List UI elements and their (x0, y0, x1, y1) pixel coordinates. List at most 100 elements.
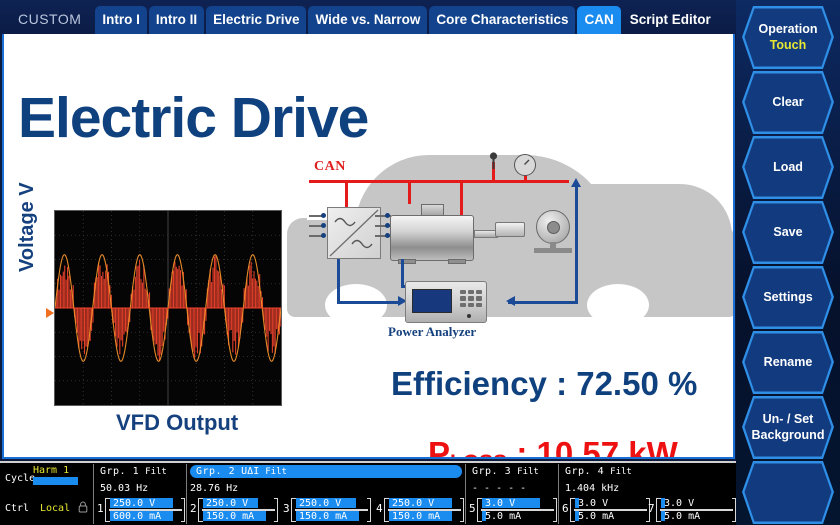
group-header-4[interactable]: Grp. 4 Filt (565, 466, 632, 477)
channel-endbracket-3 (367, 498, 371, 522)
channel-index-2: 2 (190, 502, 197, 515)
lock-icon[interactable] (78, 501, 88, 513)
sidebar-button-un-set-background[interactable]: Un- / Set Background (742, 396, 834, 459)
scope-display[interactable] (54, 210, 282, 406)
tab-intro-i[interactable]: Intro I (95, 6, 147, 34)
motor-term-line-1 (375, 215, 391, 217)
channel-6[interactable]: 6 3.0 V 5.0 mA (562, 497, 650, 523)
arrow-into-analyzer-right (506, 296, 515, 306)
tab-can[interactable]: CAN (577, 6, 621, 34)
tab-list: Intro I Intro II Electric Drive Wide vs. Na… (95, 6, 719, 34)
inverter-term-line-3 (309, 235, 325, 237)
channel-7[interactable]: 7 3.0 V 5.0 mA (648, 497, 736, 523)
power-analyzer-label: Power Analyzer (388, 324, 477, 339)
sidebar-button-label: Clear (772, 94, 804, 109)
tab-core-characteristics[interactable]: Core Characteristics (429, 6, 576, 34)
sidebar-button-empty-7[interactable] (742, 461, 834, 524)
channel-4[interactable]: 4 250.0 V 150.0 mA (376, 497, 464, 523)
scope-widget: Voltage V VFD Output (16, 182, 286, 435)
signal-wire-motor-down (401, 259, 404, 287)
channel-3[interactable]: 3 250.0 V 150.0 mA (283, 497, 371, 523)
can-drop-inverter (345, 180, 348, 212)
arrow-feedback-up (571, 178, 581, 187)
scope-waveform (54, 211, 282, 405)
channel-voltage-bar-2 (203, 498, 258, 508)
arrow-into-analyzer-left (398, 296, 407, 306)
channel-endbracket-4 (460, 498, 464, 522)
channel-index-1: 1 (97, 502, 104, 515)
motor-terminal-3 (385, 233, 390, 238)
status-bar: Cycle Harm 1 Ctrl Local Grp. 1 Filt 50.03… (0, 461, 736, 525)
group-name-2: Grp. 2 (196, 466, 236, 477)
scope-y-axis-label: Voltage V (16, 182, 38, 272)
group-filter-4: Filt (610, 467, 632, 477)
group-header-2[interactable]: Grp. 2 UΔI Filt (190, 465, 462, 478)
channel-current-bar-3 (296, 511, 360, 521)
channel-current-6: 5.0 mA (578, 511, 615, 522)
channel-endbracket-5 (553, 498, 557, 522)
channel-current-7: 5.0 mA (664, 511, 701, 522)
signal-wire-feedback-up (575, 184, 578, 304)
status-divider-1 (93, 464, 94, 524)
sidebar-button-save[interactable]: Save (742, 201, 834, 264)
channel-midline-6 (574, 509, 647, 511)
sidebar-button-load[interactable]: Load (742, 136, 834, 199)
tab-electric-drive[interactable]: Electric Drive (206, 6, 307, 34)
motor-term-line-2 (375, 225, 391, 227)
channel-voltage-5: 3.0 V (485, 498, 516, 509)
inverter-term-line-1 (309, 215, 325, 217)
channel-index-7: 7 (648, 502, 655, 515)
signal-wire-to-analyzer-left (337, 301, 402, 304)
channel-2[interactable]: 2 250.0 V 150.0 mA (190, 497, 278, 523)
main-content-panel: Electric Drive CAN (2, 34, 735, 459)
motor-terminal-2 (385, 223, 390, 228)
status-divider-4 (558, 464, 559, 524)
ctrl-value[interactable]: Local (40, 503, 71, 514)
group-header-3[interactable]: Grp. 3 Filt (472, 466, 539, 477)
gauge-icon (514, 154, 536, 176)
tab-script-editor[interactable]: Script Editor (629, 12, 711, 28)
channel-1[interactable]: 1 250.0 V 600.0 mA (97, 497, 185, 523)
car-wheel-arch-rear (325, 284, 387, 326)
tab-bar: CUSTOM Intro I Intro II Electric Drive Wide… (0, 0, 736, 34)
group-header-1[interactable]: Grp. 1 Filt (100, 466, 167, 477)
sidebar-button-outline (742, 461, 834, 524)
sidebar-button-clear[interactable]: Clear (742, 71, 834, 134)
channel-endbracket-2 (274, 498, 278, 522)
channel-index-5: 5 (469, 502, 476, 515)
channel-bracket-2 (198, 498, 203, 522)
inverter-terminal-2 (321, 223, 326, 228)
channel-endbracket-1 (181, 498, 185, 522)
channel-current-5: 5.0 mA (485, 511, 522, 522)
tab-intro-ii[interactable]: Intro II (148, 6, 205, 34)
sidebar-button-rename[interactable]: Rename (742, 331, 834, 394)
motor-terminal-1 (385, 213, 390, 218)
ploss-value: : 10.57 kW (507, 435, 678, 459)
sidebar-button-settings[interactable]: Settings (742, 266, 834, 329)
channel-voltage-bar-1 (110, 498, 174, 508)
can-bus-line (309, 180, 569, 183)
sidebar-button-operation[interactable]: Operation Touch (742, 6, 834, 69)
can-drop-probe (492, 162, 495, 182)
channel-bracket-7 (656, 498, 661, 522)
channel-voltage-bar-4 (389, 498, 453, 508)
channel-5[interactable]: 5 3.0 V 5.0 mA (469, 497, 557, 523)
channel-voltage-bar-6 (575, 498, 579, 508)
channel-current-bar-2 (203, 511, 267, 521)
channel-voltage-4: 250.0 V (392, 498, 435, 509)
channel-midline-7 (660, 509, 733, 511)
channel-current-2: 150.0 mA (206, 511, 255, 522)
channel-index-4: 4 (376, 502, 383, 515)
channel-voltage-bar-3 (296, 498, 356, 508)
temperature-probe-icon (489, 152, 498, 169)
tab-wide-vs-narrow[interactable]: Wide vs. Narrow (308, 6, 428, 34)
channel-index-3: 3 (283, 502, 290, 515)
channel-voltage-bar-5 (482, 498, 541, 508)
motor-foot-right (448, 259, 466, 264)
group-frequency-4: 1.404 kHz (565, 483, 620, 494)
can-drop-coupling (460, 180, 463, 230)
channel-current-bar-1 (110, 511, 174, 521)
cycle-value[interactable]: Harm 1 (33, 465, 70, 476)
group-name-1: Grp. 1 (100, 466, 140, 477)
sidebar-button-label: Load (773, 159, 803, 174)
